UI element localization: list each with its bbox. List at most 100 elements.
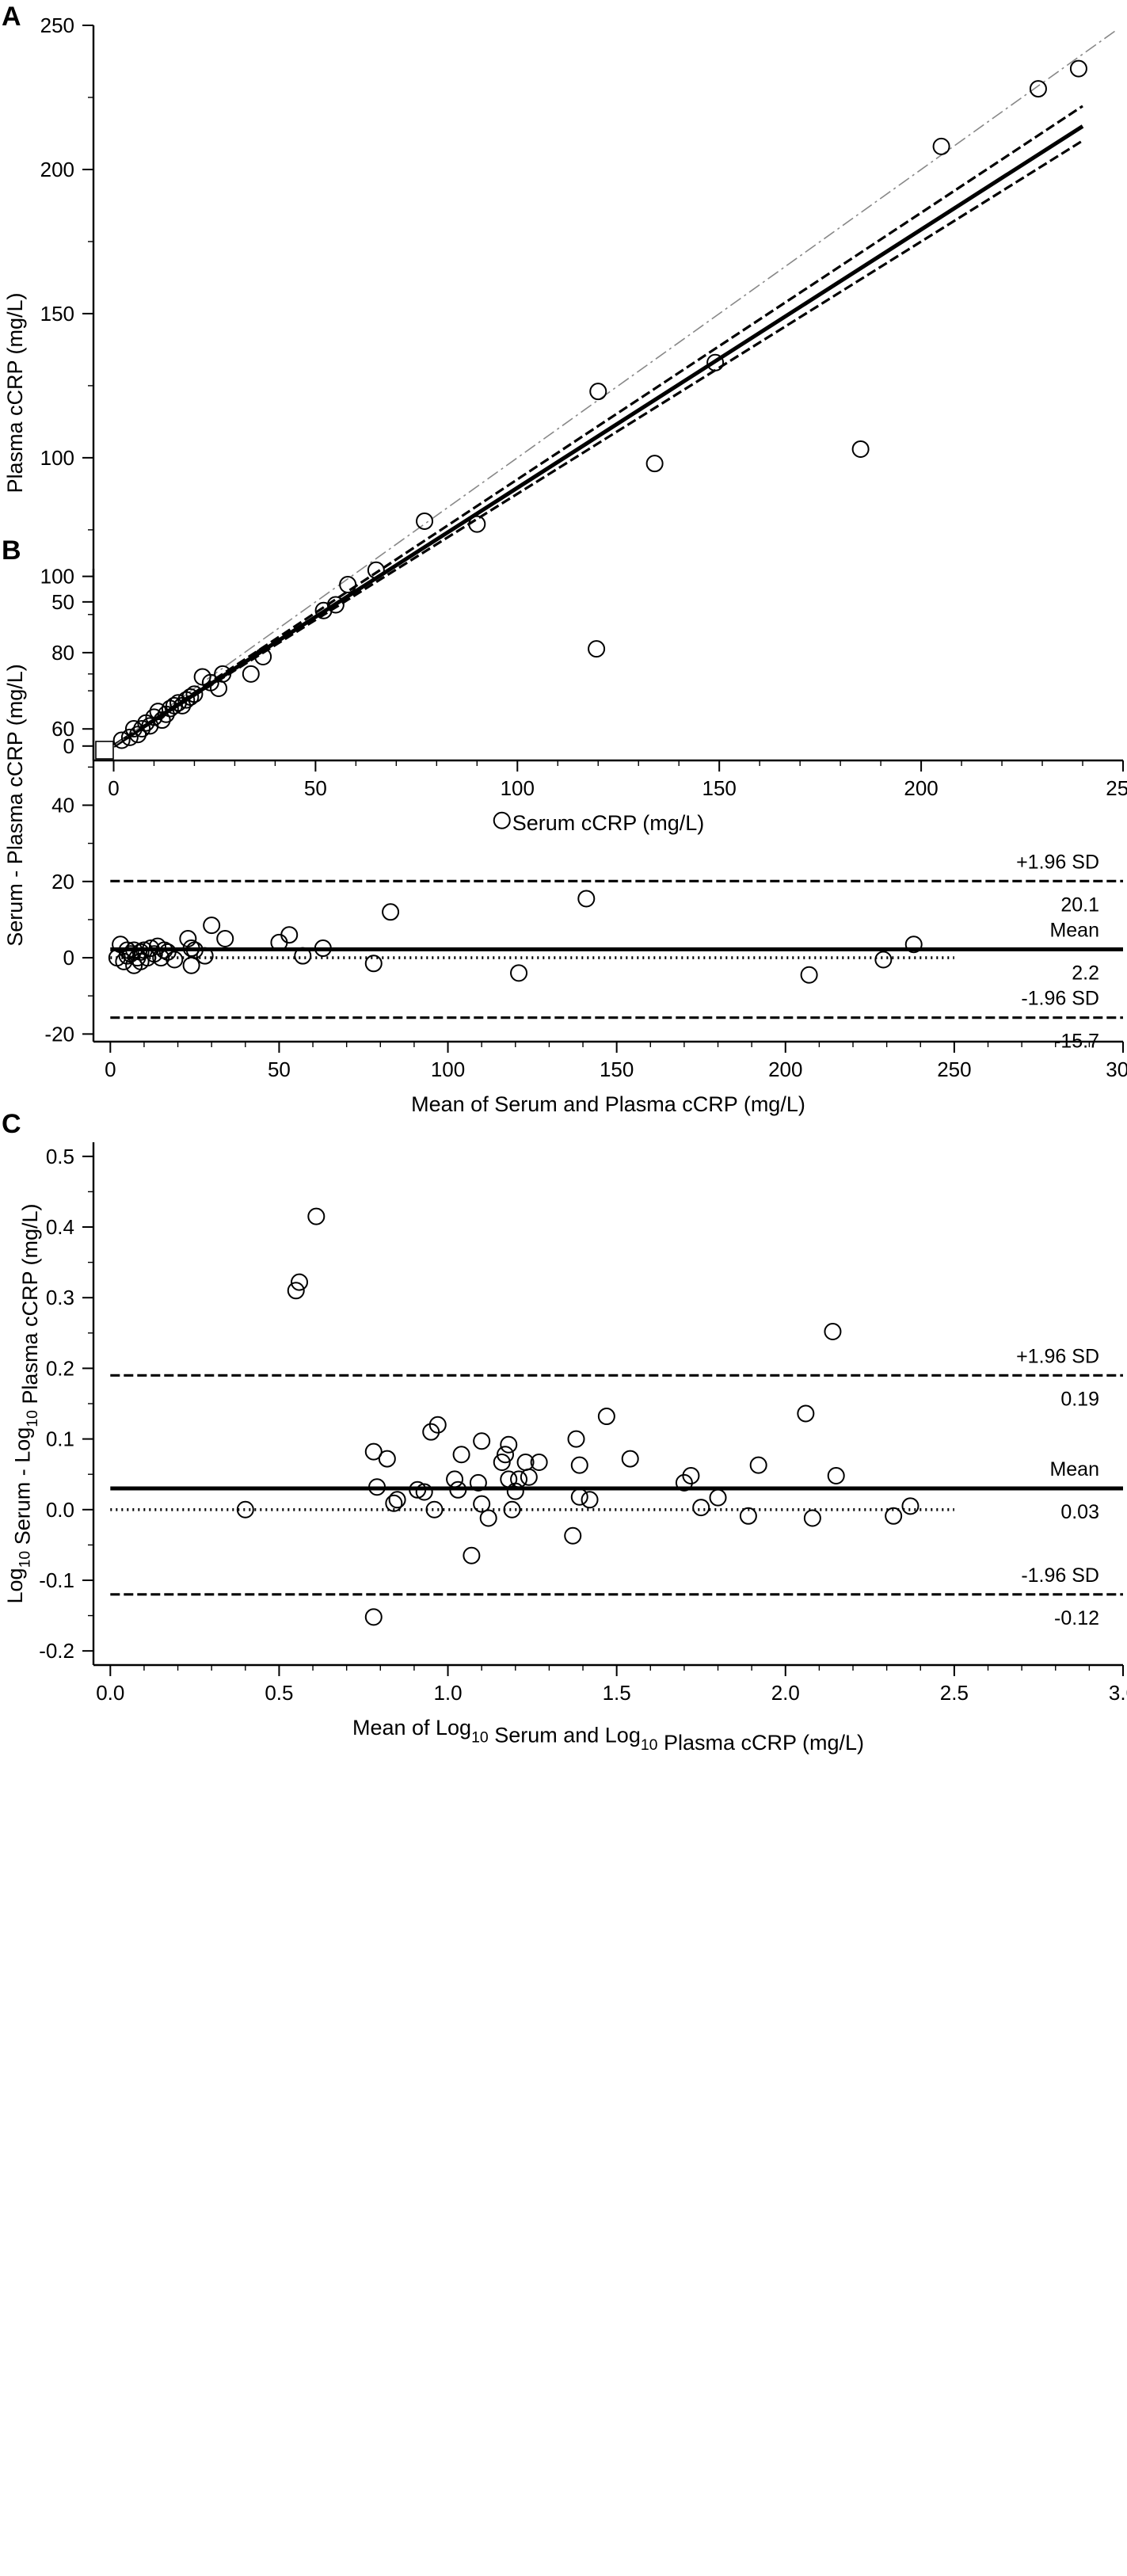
data-point [827,1466,845,1484]
x-tick-label: 200 [768,1057,802,1081]
y-axis-label: Serum - Plasma cCRP (mg/L) [3,664,27,947]
data-point [179,930,197,948]
annotation-label: -0.12 [1054,1607,1099,1629]
x-tick-label: 300 [1106,1057,1127,1081]
data-point [503,1500,521,1519]
data-point [165,696,183,714]
data-point [479,1509,497,1527]
data-point [196,947,214,965]
data-point [153,711,171,730]
y-tick-label: 80 [51,641,74,665]
data-point [314,939,332,958]
x-axis-label: Mean of Serum and Plasma cCRP (mg/L) [411,1092,805,1116]
data-point [851,440,870,458]
data-point [510,964,528,982]
y-tick-label: 100 [40,446,74,470]
data-point [506,1482,524,1500]
data-point [133,719,151,737]
line-identity [113,30,1116,747]
x-tick-label: 200 [904,776,938,800]
data-point [874,951,893,969]
data-point [214,665,232,683]
x-tick-label: 250 [1106,776,1127,800]
data-point [378,1450,396,1468]
data-point [901,1497,919,1515]
data-point [182,939,200,958]
data-point [135,941,153,959]
data-point [216,930,234,948]
data-point [141,717,159,735]
origin-box [95,741,114,760]
y-axis-label: Log10 Serum - Log10 Plasma cCRP (mg/L) [3,1204,42,1604]
data-point [307,1207,326,1225]
annotation-label: 0.19 [1060,1388,1099,1410]
data-point [621,1450,639,1468]
panel-b-letter: B [2,535,21,566]
y-tick-label: 0 [63,734,74,758]
data-point [339,576,357,594]
data-point [287,1282,305,1300]
line-upper-confidence [112,105,1083,748]
annotation-label: 20.1 [1060,894,1099,916]
data-point [166,951,184,969]
panel-c-log-bland-altman: 0.0 0.5 1.0 1.5 2.0 2.5 3.0 -0.2 -0.1 0.0 0.1 0.2 0.… [3,1142,1127,1755]
y-tick-label: 200 [40,158,74,181]
x-tick-label: 250 [937,1057,971,1081]
data-point [824,1323,842,1341]
data-point [904,936,923,954]
data-point [428,1416,447,1434]
data-point [120,728,139,746]
x-tick-label: 1.5 [603,1681,631,1705]
data-point [567,1430,585,1448]
data-point [581,1491,599,1509]
data-point [385,1494,403,1512]
data-point [797,1404,815,1423]
data-point [803,1509,821,1527]
panel-c-letter: C [2,1109,21,1139]
y-tick-label: -20 [44,1022,74,1046]
data-point [692,1499,710,1517]
data-point [409,1480,427,1499]
y-tick-label: -0.1 [39,1568,74,1592]
data-point [597,1408,615,1426]
data-point [449,1480,467,1499]
y-tick-label: 100 [40,565,74,589]
panel-a-letter: A [2,2,21,32]
data-point [446,1470,464,1488]
data-point [416,512,434,530]
data-point [706,353,725,372]
data-point [152,949,170,967]
y-tick-label: 0 [63,946,74,970]
data-point [181,688,200,706]
data-point [500,1435,518,1454]
data-point [314,601,333,619]
data-point [577,890,596,908]
x-axis-label: Serum cCRP (mg/L) [512,811,705,835]
data-point [185,685,204,703]
data-point [469,1473,487,1492]
data-point [570,1456,588,1474]
data-point [473,1432,491,1450]
data-point [709,1488,727,1507]
x-tick-label: 50 [268,1057,291,1081]
annotation-label: +1.96 SD [1016,1345,1099,1367]
x-axis-label: Mean of Log10 Serum and Log10 Plasma cCR… [352,1716,864,1755]
data-point [800,966,818,984]
data-point [588,640,606,658]
y-tick-label: 40 [51,794,74,817]
y-tick-label: 60 [51,717,74,741]
line-lower-confidence [112,139,1083,748]
data-point [364,1608,383,1626]
data-point [149,703,167,721]
data-point [185,941,204,959]
data-point [131,943,150,961]
x-tick-label: 50 [304,776,327,800]
x-tick-label: 0 [105,1057,116,1081]
data-point [382,903,400,921]
data-point [182,956,200,974]
y-tick-label: 0.2 [46,1356,74,1380]
data-point [242,665,260,683]
data-point [203,916,221,935]
data-point [493,1454,511,1472]
